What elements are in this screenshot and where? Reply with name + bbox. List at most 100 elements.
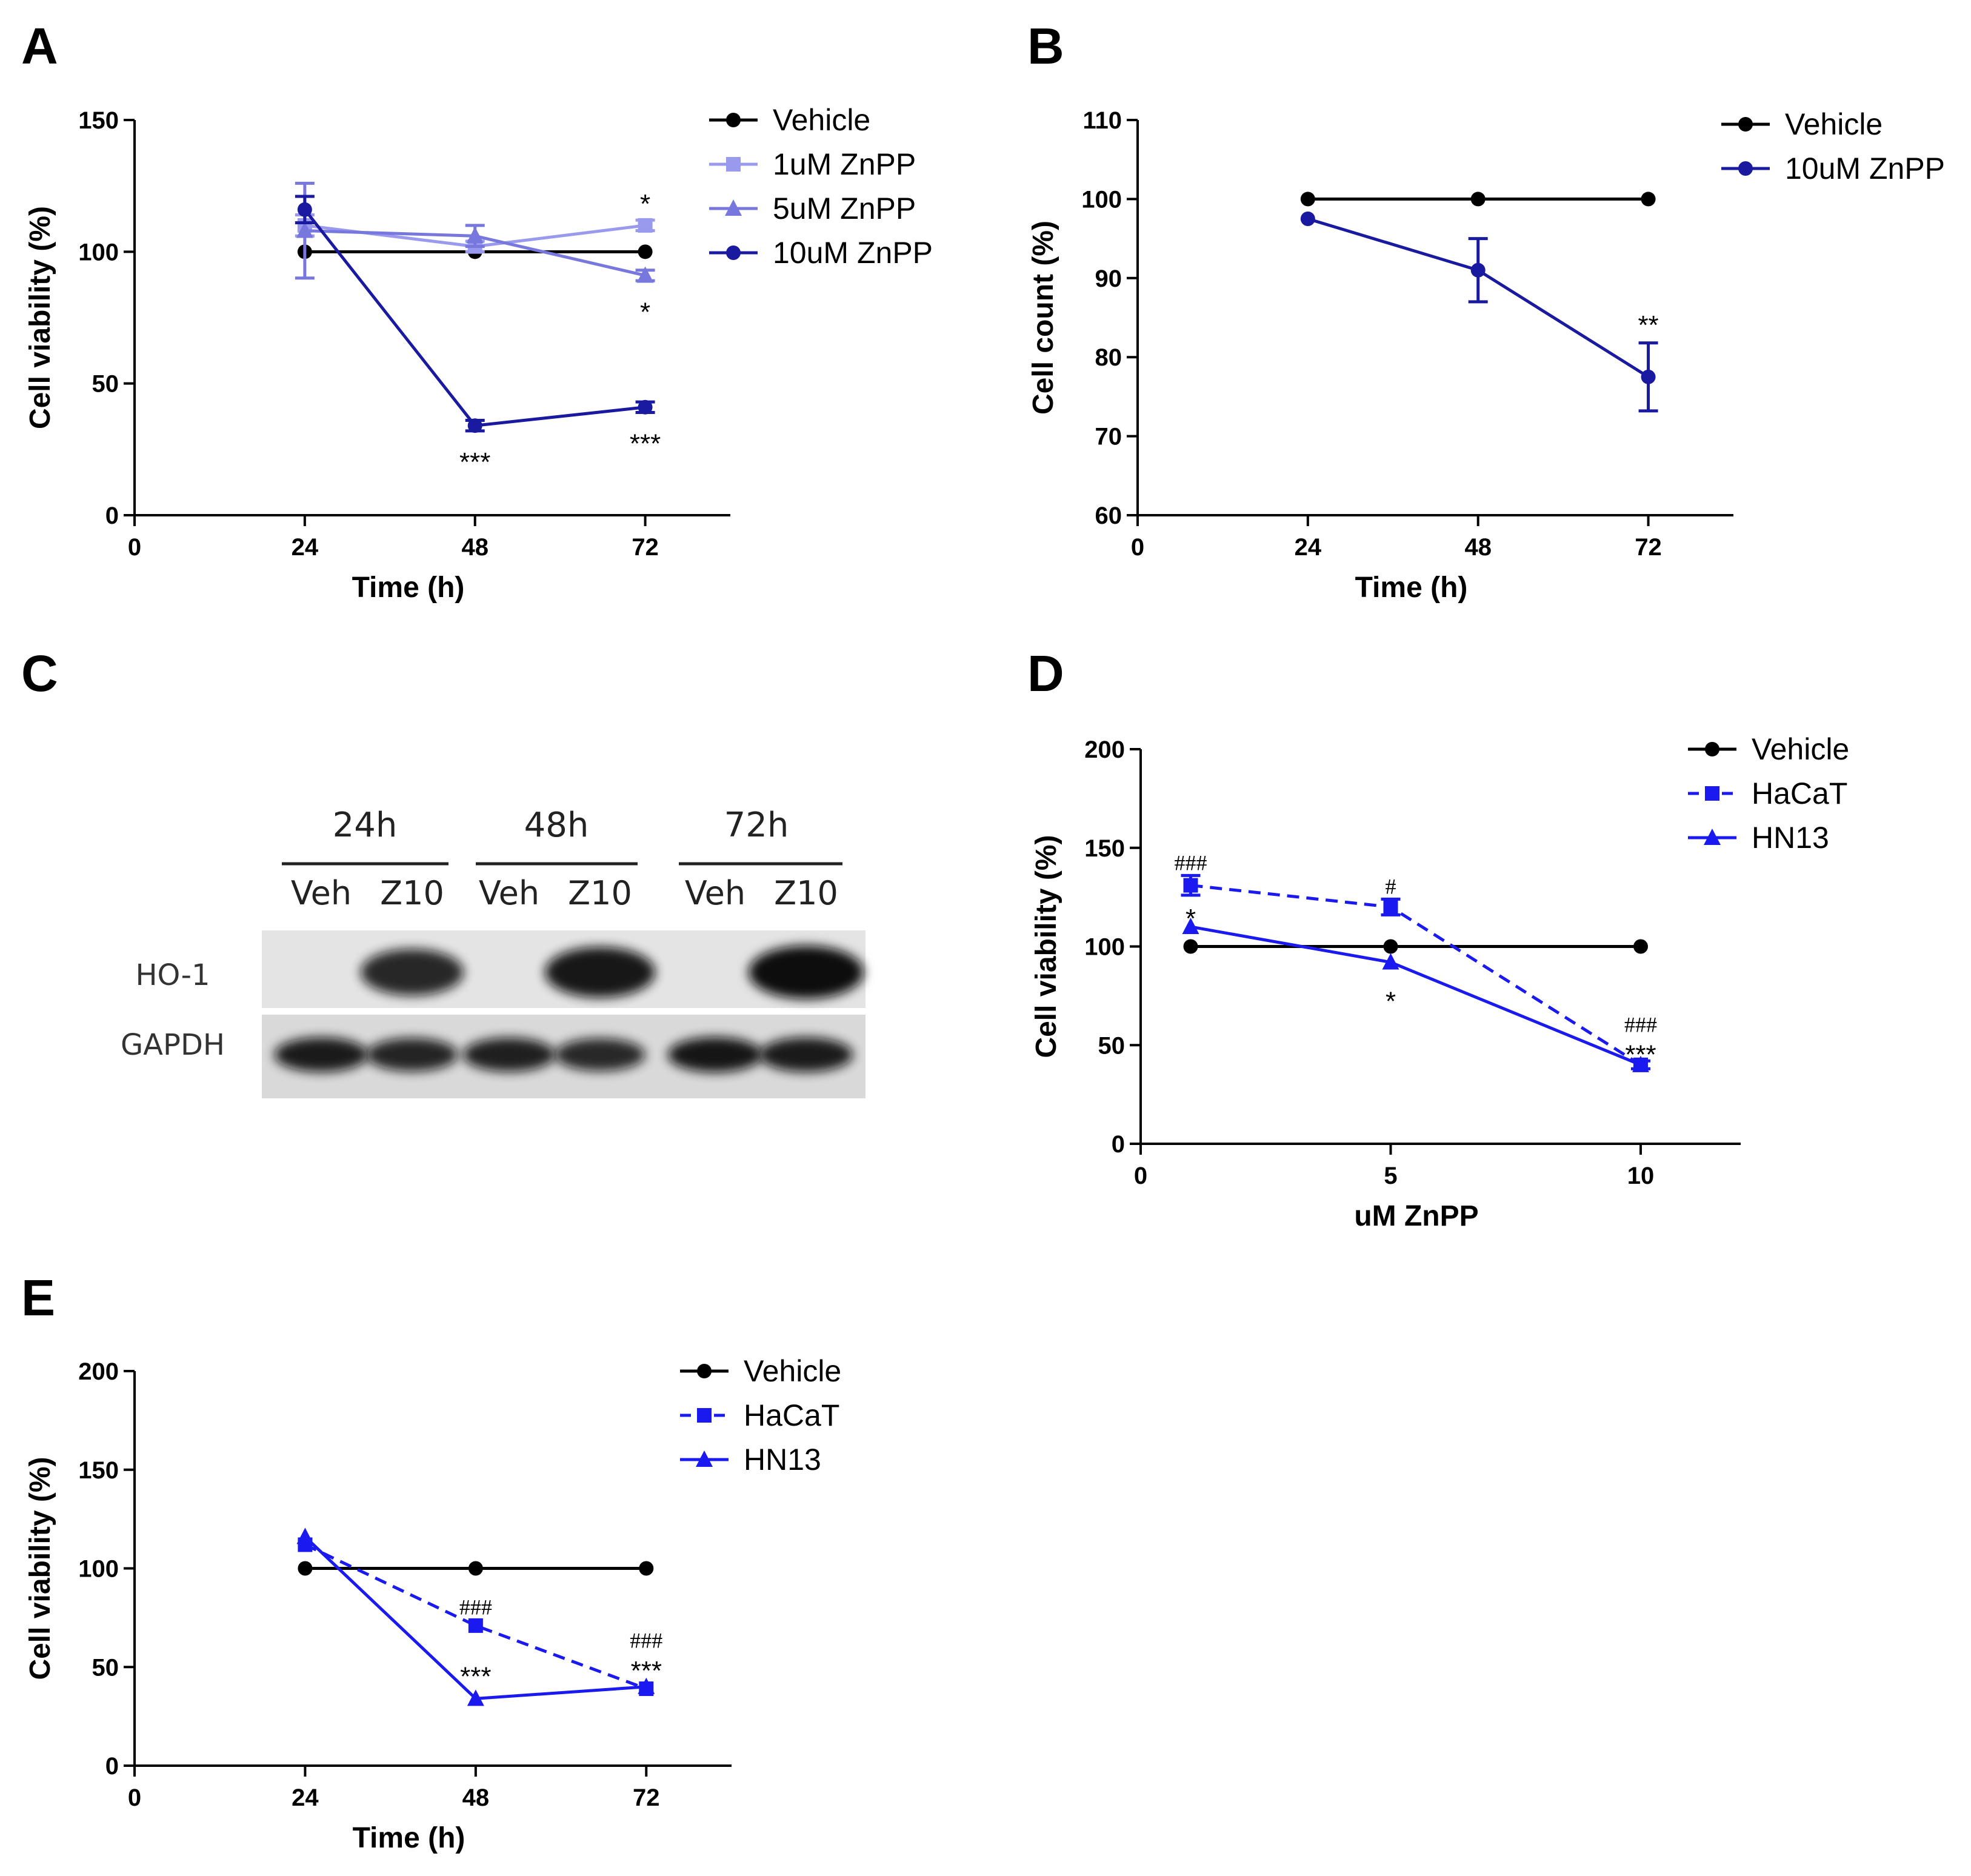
chart-d-legend-marker <box>1705 786 1719 801</box>
blot-lane-4: Z10 <box>568 874 632 912</box>
chart-d-y-tick-label: 150 <box>1084 835 1125 862</box>
chart-a: 0 50 100 150 0 24 48 72 Time (h) Cell viability (… <box>24 103 933 604</box>
chart-e-legend-marker <box>696 1450 713 1467</box>
chart-a-data-point <box>638 399 653 415</box>
chart-d-x-tick-label: 0 <box>1134 1163 1147 1189</box>
chart-a-series-2 <box>295 181 655 283</box>
chart-a-x-tick-label: 24 <box>292 534 319 561</box>
chart-b-x-tick-label: 0 <box>1131 534 1144 561</box>
blot-band-ho1 <box>361 949 464 996</box>
chart-b-y-tick-label: 60 <box>1095 502 1122 529</box>
chart-b-series-1 <box>1300 212 1658 413</box>
chart-b-legend-label: Vehicle <box>1785 107 1883 141</box>
chart-a-legend-marker <box>726 245 741 260</box>
chart-d-legend-label: HaCaT <box>1752 776 1847 810</box>
panel-label-d: D <box>1027 645 1064 702</box>
chart-d-data-point <box>1183 878 1198 893</box>
chart-e-data-point <box>639 1561 654 1576</box>
chart-e-annotation: ### <box>630 1629 662 1653</box>
chart-a-x-axis-title: Time (h) <box>352 572 465 604</box>
blot-band-ho1 <box>545 947 655 998</box>
chart-e-series-2 <box>296 1527 655 1706</box>
chart-a-y-tick-label: 150 <box>78 107 119 134</box>
chart-d-legend: Vehicle HaCaT HN13 <box>1688 732 1849 855</box>
chart-e-series-line <box>304 1543 647 1691</box>
chart-a-legend-marker <box>726 113 741 127</box>
chart-d-y-tick-label: 50 <box>1098 1032 1126 1059</box>
blot-band-gapdh <box>555 1038 645 1071</box>
chart-b-legend: Vehicle 10uM ZnPP <box>1721 107 1945 185</box>
western-blot: 24h 48h 72h Veh Z10 Veh Z10 Veh Z10 HO-1… <box>121 806 865 1098</box>
chart-e-legend-label: HN13 <box>744 1443 821 1477</box>
chart-e-x-tick-label: 0 <box>128 1784 141 1811</box>
chart-a-annotation: * <box>640 297 650 327</box>
chart-a-y-axis-title: Cell viability (%) <box>24 206 56 429</box>
blot-band-ho1 <box>749 946 864 999</box>
chart-d-data-point <box>1182 917 1199 934</box>
chart-b-annotation: ** <box>1638 310 1658 340</box>
chart-d-annotation: ### <box>1624 1012 1657 1036</box>
chart-a-data-point <box>297 202 312 217</box>
chart-a-legend-label: 5uM ZnPP <box>773 192 916 225</box>
chart-d-series-2 <box>1182 917 1649 1072</box>
blot-lane-5: Veh <box>685 874 745 912</box>
chart-e-annotation: ### <box>459 1595 492 1619</box>
chart-a-annotation: * <box>640 189 650 219</box>
chart-a-annotation: *** <box>459 447 490 477</box>
chart-d-data-point <box>1383 900 1398 915</box>
chart-e-y-axis-title: Cell viability (%) <box>24 1457 56 1680</box>
chart-b-data-point <box>1300 192 1315 207</box>
blot-lane-6: Z10 <box>774 874 838 912</box>
blot-band-gapdh <box>462 1038 556 1072</box>
chart-e-data-point <box>467 1689 484 1706</box>
blot-time-24h: 24h <box>333 806 398 845</box>
chart-d-x-tick-label: 5 <box>1384 1163 1397 1189</box>
chart-a-legend-marker <box>726 157 741 172</box>
panel-label-e: E <box>21 1269 55 1326</box>
chart-a-data-point <box>636 266 654 283</box>
chart-e-legend-label: HaCaT <box>744 1398 839 1432</box>
chart-e-data-point <box>468 1618 483 1633</box>
chart-b-y-tick-label: 70 <box>1095 424 1122 450</box>
chart-e-y-tick-label: 100 <box>78 1556 119 1583</box>
chart-d-data-point <box>1383 939 1398 954</box>
chart-b-x-axis-title: Time (h) <box>1355 572 1468 604</box>
chart-b-data-point <box>1641 192 1656 207</box>
chart-a-legend: Vehicle 1uM ZnPP 5uM ZnPP 10uM ZnPP <box>709 103 933 270</box>
chart-e-annotation: *** <box>631 1656 662 1686</box>
chart-a-data-point <box>466 227 484 244</box>
chart-d-y-tick-label: 100 <box>1084 934 1125 961</box>
chart-d-legend-marker <box>1704 829 1721 845</box>
chart-a-x-tick-label: 48 <box>461 534 489 561</box>
chart-a-series-3 <box>295 195 655 433</box>
chart-b-legend-label: 10uM ZnPP <box>1785 152 1945 185</box>
blot-lane-2: Z10 <box>380 874 444 912</box>
chart-d-data-point <box>1633 939 1648 954</box>
chart-a-annotation: *** <box>630 429 661 459</box>
blot-time-72h: 72h <box>724 806 789 845</box>
chart-e-legend-marker <box>697 1364 712 1378</box>
chart-e-legend: Vehicle HaCaT HN13 <box>680 1354 841 1477</box>
chart-d-annotation: * <box>1186 904 1196 933</box>
chart-b-y-tick-label: 110 <box>1082 107 1122 134</box>
chart-a-data-point <box>638 218 653 233</box>
chart-a-legend-marker <box>725 199 742 216</box>
chart-b-data-point <box>1300 212 1315 226</box>
chart-e-x-tick-label: 72 <box>633 1784 660 1811</box>
chart-d-y-axis-title: Cell viability (%) <box>1030 835 1062 1058</box>
chart-b-y-tick-label: 80 <box>1095 344 1122 371</box>
blot-bands <box>274 946 864 1072</box>
chart-b-x-tick-label: 72 <box>1635 534 1662 561</box>
chart-b-y-tick-label: 100 <box>1081 186 1122 213</box>
chart-d-legend-label: HN13 <box>1752 821 1829 855</box>
chart-d-annotation: * <box>1386 987 1396 1016</box>
chart-e-y-tick-label: 0 <box>105 1753 119 1780</box>
chart-d-series-1 <box>1181 873 1650 1072</box>
chart-b-legend-marker <box>1738 161 1753 176</box>
chart-a-y-tick-label: 50 <box>92 371 119 398</box>
chart-a-y-tick-label: 0 <box>105 502 119 529</box>
chart-b-y-axis-title: Cell count (%) <box>1027 221 1059 415</box>
chart-e-series-0 <box>298 1561 654 1576</box>
chart-d-data-point <box>1632 1055 1649 1072</box>
chart-d-legend-marker <box>1705 742 1719 756</box>
